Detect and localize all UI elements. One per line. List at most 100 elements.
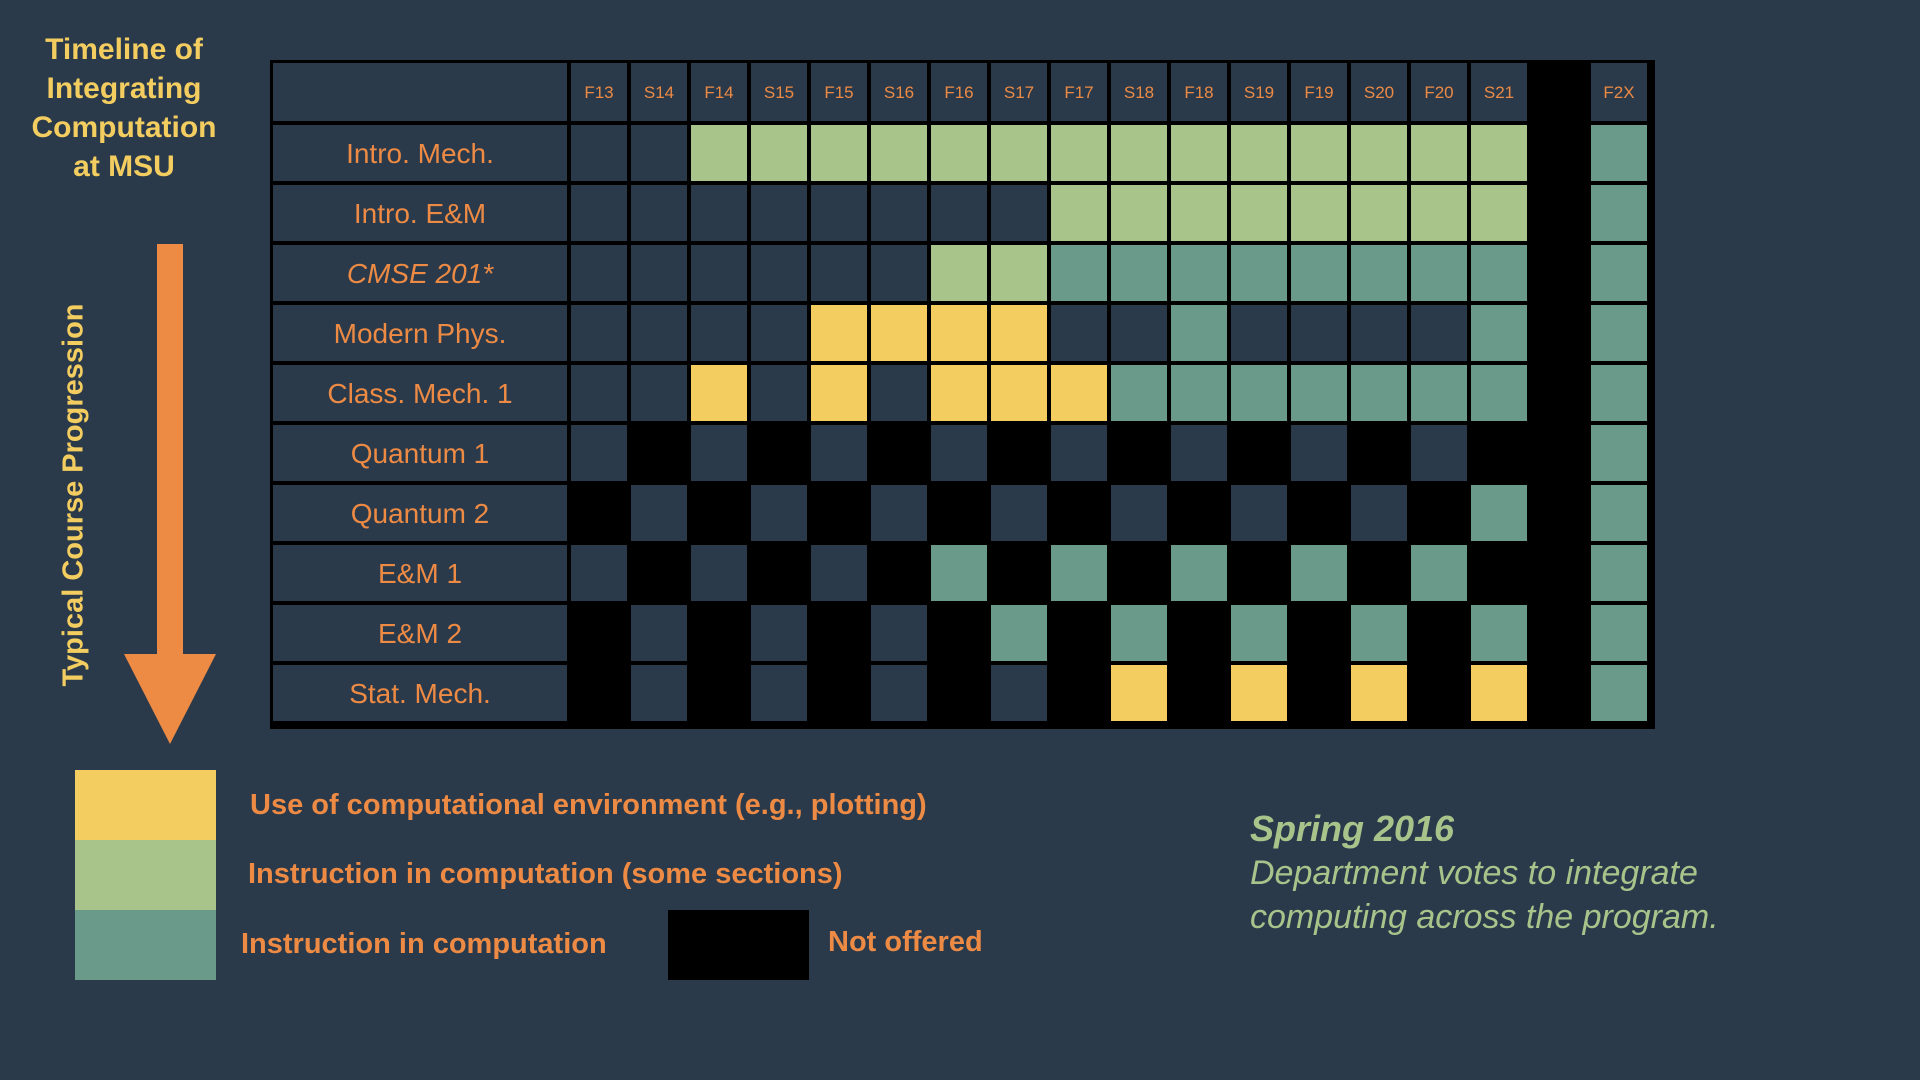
heatmap-cell [1111,485,1167,541]
heatmap-cell [1591,665,1647,721]
heatmap-cell [1411,305,1467,361]
heatmap-cell [1591,545,1647,601]
heatmap-cell [1231,545,1287,601]
legend-label-plotting: Use of computational environment (e.g., … [250,789,927,821]
heatmap-cell [1231,425,1287,481]
heatmap-cell [1171,125,1227,181]
heatmap-cell [751,185,807,241]
heatmap-cell [751,365,807,421]
heatmap-cell [931,245,987,301]
timeline-heatmap: F13 S14 F14 S15 F15 S16 F16 S17 F17 S18 F18 S19 F19 S… [270,60,1655,729]
heatmap-cell [1591,605,1647,661]
heatmap-cell [751,605,807,661]
heatmap-cell [1051,365,1107,421]
heatmap-cell [1351,485,1407,541]
heatmap-cell [1171,185,1227,241]
heatmap-cell [931,425,987,481]
heatmap-cell [1411,545,1467,601]
heatmap-cell [991,485,1047,541]
heatmap-cell [691,185,747,241]
heatmap-cell [751,245,807,301]
heatmap-cell [1411,665,1467,721]
column-header-cell [871,63,927,121]
heatmap-cell [571,305,627,361]
heatmap-cell [931,665,987,721]
heatmap-cell [871,425,927,481]
heatmap-cell [1231,665,1287,721]
heatmap-cell [1231,185,1287,241]
heatmap-cell [751,425,807,481]
column-header-cell [931,63,987,121]
row-label-cell [273,185,567,241]
heatmap-cell [871,125,927,181]
heatmap-cell [931,605,987,661]
row-label: Quantum 2 [351,498,490,529]
heatmap-cell [1051,125,1107,181]
heatmap-cell [631,605,687,661]
annotation-heading: Spring 2016 [1250,808,1455,849]
heatmap-cell [1591,185,1647,241]
course-progression-label: Typical Course Progression [57,303,90,687]
row-label-cell [273,665,567,721]
heatmap-cell [991,305,1047,361]
heatmap-cell [1471,665,1527,721]
legend-swatch-not-offered [668,910,809,980]
heatmap-cell [1411,125,1467,181]
heatmap-cell [1051,605,1107,661]
heatmap-cell [691,305,747,361]
heatmap-cell [1291,605,1347,661]
column-header-label: F16 [944,83,973,102]
row-label: Intro. E&M [354,198,486,229]
column-header-label: S20 [1364,83,1394,102]
heatmap-cell [811,305,867,361]
heatmap-cell [1171,545,1227,601]
heatmap-cell [571,245,627,301]
column-header-cell [1291,63,1347,121]
row-label-cell [273,305,567,361]
heatmap-cell [1111,125,1167,181]
heatmap-cell [1591,305,1647,361]
heatmap-cell [1171,365,1227,421]
heatmap-cell [1291,425,1347,481]
annotation-body: Department votes to integrate computing … [1250,854,1719,936]
heatmap-cell [1291,305,1347,361]
row-label-cell [273,365,567,421]
heatmap-cell [571,485,627,541]
column-header-cell [1111,63,1167,121]
header-corner-cell [273,63,567,121]
heatmap-cell [1171,485,1227,541]
heatmap-cell [1351,545,1407,601]
heatmap-cell [1591,425,1647,481]
heatmap-cell [691,425,747,481]
column-header-cell [1531,63,1587,121]
heatmap-cell [1231,125,1287,181]
heatmap-cell [871,245,927,301]
heatmap-cell [1591,485,1647,541]
heatmap-cell [691,245,747,301]
heatmap-cell [631,245,687,301]
column-header-cell [1471,63,1527,121]
column-header-cell [571,63,627,121]
heatmap-cell [1591,245,1647,301]
column-header-cell [631,63,687,121]
heatmap-cell [751,125,807,181]
column-header-label: S16 [884,83,914,102]
heatmap-cell [991,605,1047,661]
heatmap-cell [1111,245,1167,301]
row-label-cell [273,545,567,601]
legend-swatch-some-sections [75,840,216,910]
column-header-label: S21 [1484,83,1514,102]
column-header-label: F18 [1184,83,1213,102]
heatmap-cell [811,365,867,421]
heatmap-cell [691,485,747,541]
heatmap-cell [1351,125,1407,181]
heatmap-cell [1471,185,1527,241]
heatmap-cell [991,365,1047,421]
heatmap-cell [1231,365,1287,421]
row-label-cell [273,425,567,481]
heatmap-cell [871,665,927,721]
column-header-cell [691,63,747,121]
column-header-label: S19 [1244,83,1274,102]
heatmap-cell [991,545,1047,601]
column-header-cell [1411,63,1467,121]
